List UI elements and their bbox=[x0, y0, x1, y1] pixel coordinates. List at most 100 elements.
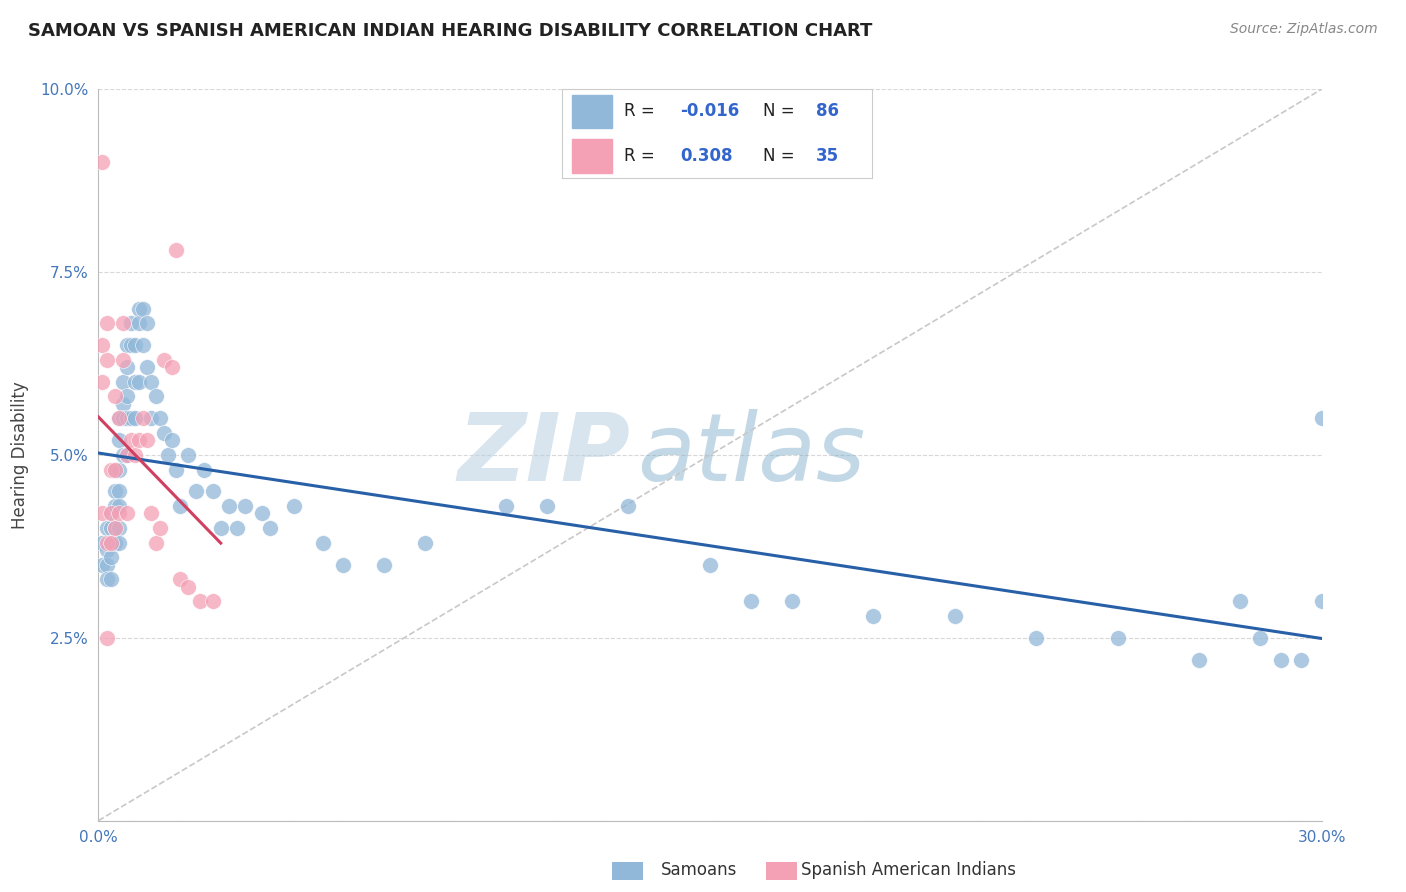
Bar bbox=[572, 139, 612, 173]
Point bbox=[115, 448, 138, 462]
Point bbox=[1229, 594, 1251, 608]
Point bbox=[536, 499, 558, 513]
Point bbox=[149, 521, 172, 535]
Point bbox=[104, 499, 127, 513]
Point bbox=[120, 316, 142, 330]
Point bbox=[145, 535, 167, 549]
Point bbox=[165, 462, 187, 476]
Point bbox=[1270, 653, 1292, 667]
Point bbox=[177, 580, 200, 594]
Point bbox=[104, 521, 127, 535]
Point bbox=[96, 558, 118, 572]
Point bbox=[111, 352, 134, 367]
Text: N =: N = bbox=[763, 147, 800, 165]
Point bbox=[115, 507, 138, 521]
Point bbox=[96, 352, 118, 367]
Point bbox=[136, 316, 159, 330]
Point bbox=[128, 301, 150, 316]
Point bbox=[169, 499, 191, 513]
Text: R =: R = bbox=[624, 103, 661, 120]
Point bbox=[152, 352, 174, 367]
Point bbox=[1310, 411, 1333, 425]
Point bbox=[943, 608, 966, 623]
Point bbox=[136, 434, 159, 448]
Text: -0.016: -0.016 bbox=[681, 103, 740, 120]
Text: N =: N = bbox=[763, 103, 800, 120]
Point bbox=[233, 499, 256, 513]
Point bbox=[780, 594, 803, 608]
Point bbox=[332, 558, 354, 572]
Point bbox=[96, 316, 118, 330]
Point bbox=[115, 389, 138, 403]
Point bbox=[186, 484, 208, 499]
Point bbox=[91, 338, 114, 352]
Point bbox=[91, 558, 114, 572]
Point bbox=[96, 572, 118, 586]
Point bbox=[111, 411, 134, 425]
Point bbox=[156, 448, 179, 462]
Point bbox=[100, 507, 122, 521]
Point bbox=[104, 484, 127, 499]
Point bbox=[108, 411, 131, 425]
Point bbox=[152, 425, 174, 440]
Point bbox=[226, 521, 249, 535]
Point bbox=[100, 535, 122, 549]
Point bbox=[111, 375, 134, 389]
Point bbox=[108, 535, 131, 549]
Text: SAMOAN VS SPANISH AMERICAN INDIAN HEARING DISABILITY CORRELATION CHART: SAMOAN VS SPANISH AMERICAN INDIAN HEARIN… bbox=[28, 22, 873, 40]
Point bbox=[160, 434, 183, 448]
Point bbox=[128, 316, 150, 330]
Point bbox=[115, 360, 138, 375]
Point bbox=[108, 411, 131, 425]
Point bbox=[862, 608, 884, 623]
Point bbox=[96, 521, 118, 535]
Point bbox=[108, 507, 131, 521]
Point bbox=[108, 499, 131, 513]
Point bbox=[312, 535, 335, 549]
Point bbox=[108, 521, 131, 535]
Point bbox=[111, 448, 134, 462]
Point bbox=[1310, 594, 1333, 608]
Text: 35: 35 bbox=[815, 147, 839, 165]
Point bbox=[128, 434, 150, 448]
Point bbox=[740, 594, 762, 608]
Point bbox=[104, 521, 127, 535]
Point bbox=[141, 411, 163, 425]
Text: 86: 86 bbox=[815, 103, 839, 120]
Point bbox=[104, 462, 127, 476]
Point bbox=[108, 484, 131, 499]
Point bbox=[1291, 653, 1313, 667]
Point bbox=[96, 543, 118, 558]
Point bbox=[259, 521, 281, 535]
Point bbox=[495, 499, 517, 513]
Point bbox=[108, 462, 131, 476]
Point bbox=[1249, 631, 1271, 645]
Point bbox=[100, 535, 122, 549]
Text: R =: R = bbox=[624, 147, 661, 165]
Point bbox=[91, 507, 114, 521]
Point bbox=[141, 375, 163, 389]
Text: Source: ZipAtlas.com: Source: ZipAtlas.com bbox=[1230, 22, 1378, 37]
Point bbox=[165, 243, 187, 257]
Point bbox=[193, 462, 215, 476]
Text: 0.308: 0.308 bbox=[681, 147, 733, 165]
Point bbox=[141, 507, 163, 521]
Point bbox=[115, 448, 138, 462]
Point bbox=[91, 375, 114, 389]
Point bbox=[120, 411, 142, 425]
Point bbox=[91, 155, 114, 169]
Point bbox=[108, 434, 131, 448]
Point bbox=[209, 521, 232, 535]
Point bbox=[124, 448, 146, 462]
Point bbox=[104, 535, 127, 549]
Point bbox=[100, 507, 122, 521]
Point bbox=[120, 338, 142, 352]
Text: ZIP: ZIP bbox=[457, 409, 630, 501]
Point bbox=[201, 594, 224, 608]
Text: atlas: atlas bbox=[637, 409, 865, 500]
Point bbox=[96, 631, 118, 645]
Point bbox=[111, 397, 134, 411]
Point bbox=[283, 499, 305, 513]
Point bbox=[104, 462, 127, 476]
Point bbox=[1025, 631, 1047, 645]
